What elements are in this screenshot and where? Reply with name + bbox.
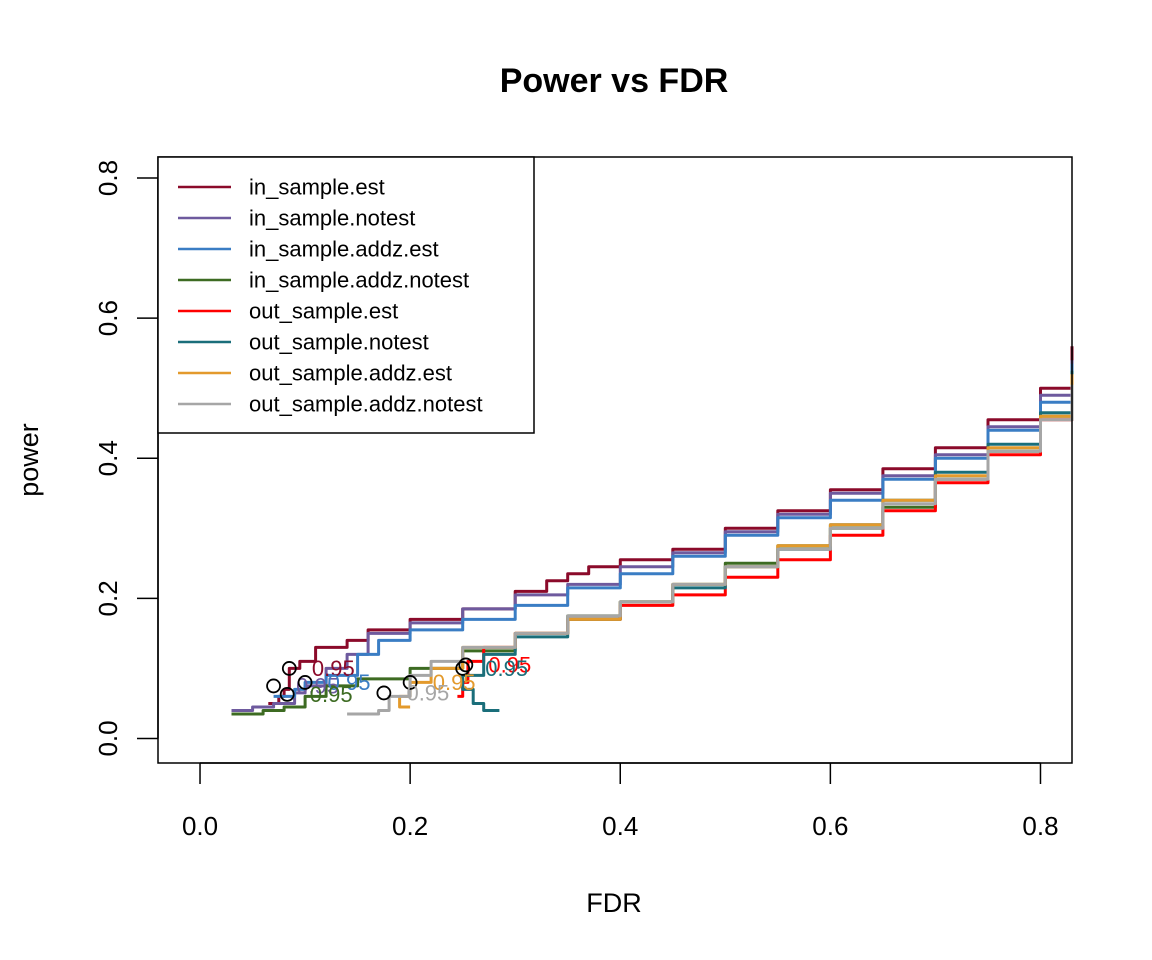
series-line-in-sample-addz-est	[273, 363, 1074, 698]
legend-box	[157, 156, 535, 434]
threshold-marker	[281, 661, 297, 676]
series-line-out-sample-addz-notest	[347, 384, 1074, 716]
threshold-label: 0.95	[488, 653, 531, 678]
threshold-label: 0.95	[328, 670, 371, 695]
series-line-out-sample-notest	[461, 370, 1074, 712]
legend-label: out_sample.addz.notest	[249, 392, 483, 417]
threshold-marker	[279, 686, 295, 702]
chart-title: Power vs FDR	[500, 62, 729, 100]
threshold-marker	[455, 661, 471, 676]
threshold-label: 0.95	[406, 681, 449, 706]
threshold-marker	[376, 685, 392, 701]
legend-label: in_sample.notest	[249, 206, 415, 231]
y-tick-label: 0.4	[93, 440, 123, 476]
legend-label: out_sample.est	[249, 299, 398, 324]
x-tick-label: 0.6	[812, 811, 848, 841]
plot-lines	[231, 346, 1074, 716]
legend: in_sample.est in_sample.notest in_sample.a…	[157, 156, 535, 434]
legend-label: in_sample.addz.notest	[249, 268, 469, 293]
x-tick-label: 0.0	[182, 811, 218, 841]
threshold-marker	[402, 675, 418, 690]
threshold-label: 0.95	[433, 670, 476, 695]
x-tick-label: 0.4	[602, 811, 638, 841]
x-tick-label: 0.8	[1022, 811, 1058, 841]
threshold-label: 0.95	[310, 682, 353, 707]
plot-annotations: 0.950.950.950.950.950.950.950.95	[266, 653, 531, 707]
x-tick-label: 0.2	[392, 811, 428, 841]
y-axis: 0.0 0.2 0.4 0.6 0.8	[93, 160, 159, 757]
legend-label: in_sample.addz.est	[249, 237, 439, 262]
plot-frame	[157, 156, 1073, 764]
legend-label: out_sample.addz.est	[249, 361, 452, 386]
y-axis-label: power	[14, 423, 44, 497]
y-tick-label: 0.6	[93, 300, 123, 336]
legend-label: out_sample.notest	[249, 330, 429, 355]
x-axis-label: FDR	[586, 888, 642, 918]
threshold-label: 0.95	[312, 656, 355, 681]
y-tick-label: 0.8	[93, 160, 123, 196]
legend-label: in_sample.est	[249, 175, 385, 200]
threshold-marker	[266, 678, 281, 694]
threshold-marker	[297, 675, 313, 690]
threshold-label: 0.95	[296, 674, 339, 699]
y-tick-label: 0.0	[93, 720, 123, 756]
x-axis: 0.0 0.2 0.4 0.6 0.8	[182, 762, 1059, 841]
threshold-label: 0.95	[485, 656, 528, 681]
threshold-marker	[458, 657, 474, 673]
series-line-in-sample-est	[268, 346, 1074, 705]
y-tick-label: 0.2	[93, 580, 123, 616]
